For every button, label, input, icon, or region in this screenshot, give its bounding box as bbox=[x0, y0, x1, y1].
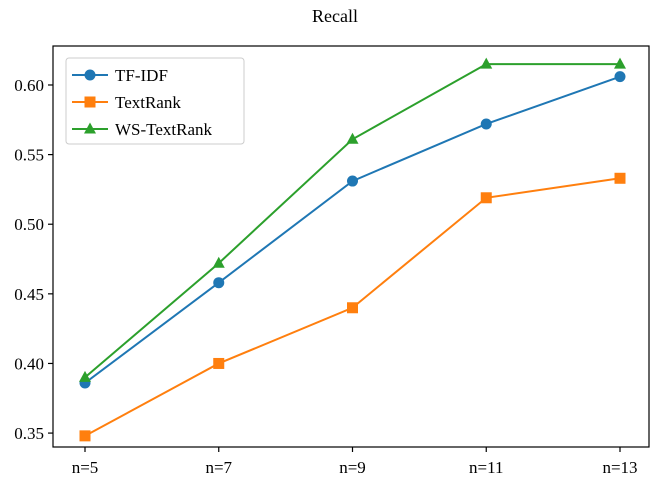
data-point-ws-textrank bbox=[212, 256, 225, 268]
data-point-textrank bbox=[213, 357, 225, 369]
y-tick-label: 0.55 bbox=[14, 146, 44, 165]
data-point-tf-idf bbox=[347, 175, 358, 187]
x-tick-label: n=11 bbox=[469, 458, 503, 477]
x-tick-label: n=9 bbox=[339, 458, 366, 477]
data-point-ws-textrank bbox=[614, 57, 626, 69]
legend-marker-tf-idf bbox=[84, 69, 96, 81]
legend: TF-IDF TextRank WS-TextRank bbox=[65, 57, 245, 145]
legend-marker-textrank bbox=[84, 96, 96, 108]
legend-label-ws-textrank: WS-TextRank bbox=[115, 120, 213, 139]
plot-frame bbox=[52, 45, 650, 448]
legend-label-textrank: TextRank bbox=[115, 93, 181, 112]
data-point-tf-idf bbox=[213, 277, 225, 289]
data-point-textrank bbox=[614, 172, 626, 184]
data-point-textrank bbox=[347, 302, 358, 314]
x-tick-label: n=7 bbox=[205, 458, 232, 477]
series-tf-idf bbox=[79, 71, 626, 389]
data-point-tf-idf bbox=[480, 118, 492, 130]
axis-ticks: 0.35 0.40 0.45 0.50 0.55 0.60 n=5 n=7 n=9 n=11 n=1… bbox=[14, 76, 637, 477]
y-tick-label: 0.50 bbox=[14, 215, 44, 234]
data-point-textrank bbox=[79, 430, 91, 442]
chart-title: Recall bbox=[312, 6, 358, 26]
data-point-textrank bbox=[480, 192, 492, 204]
y-tick-label: 0.45 bbox=[14, 285, 44, 304]
data-point-ws-textrank bbox=[346, 132, 359, 144]
y-tick-label: 0.35 bbox=[14, 424, 44, 443]
data-point-ws-textrank bbox=[79, 370, 91, 382]
series-ws-textrank bbox=[79, 57, 626, 382]
x-tick-label: n=5 bbox=[72, 458, 99, 477]
legend-label-tf-idf: TF-IDF bbox=[115, 66, 168, 85]
y-tick-label: 0.60 bbox=[14, 76, 44, 95]
legend-marker-ws-textrank bbox=[84, 122, 96, 134]
data-point-tf-idf bbox=[614, 71, 626, 83]
plot-area bbox=[79, 57, 626, 442]
y-tick-label: 0.40 bbox=[14, 354, 44, 373]
x-tick-label: n=13 bbox=[602, 458, 637, 477]
legend-box bbox=[65, 57, 245, 145]
series-textrank bbox=[79, 172, 626, 442]
data-point-ws-textrank bbox=[480, 57, 493, 69]
